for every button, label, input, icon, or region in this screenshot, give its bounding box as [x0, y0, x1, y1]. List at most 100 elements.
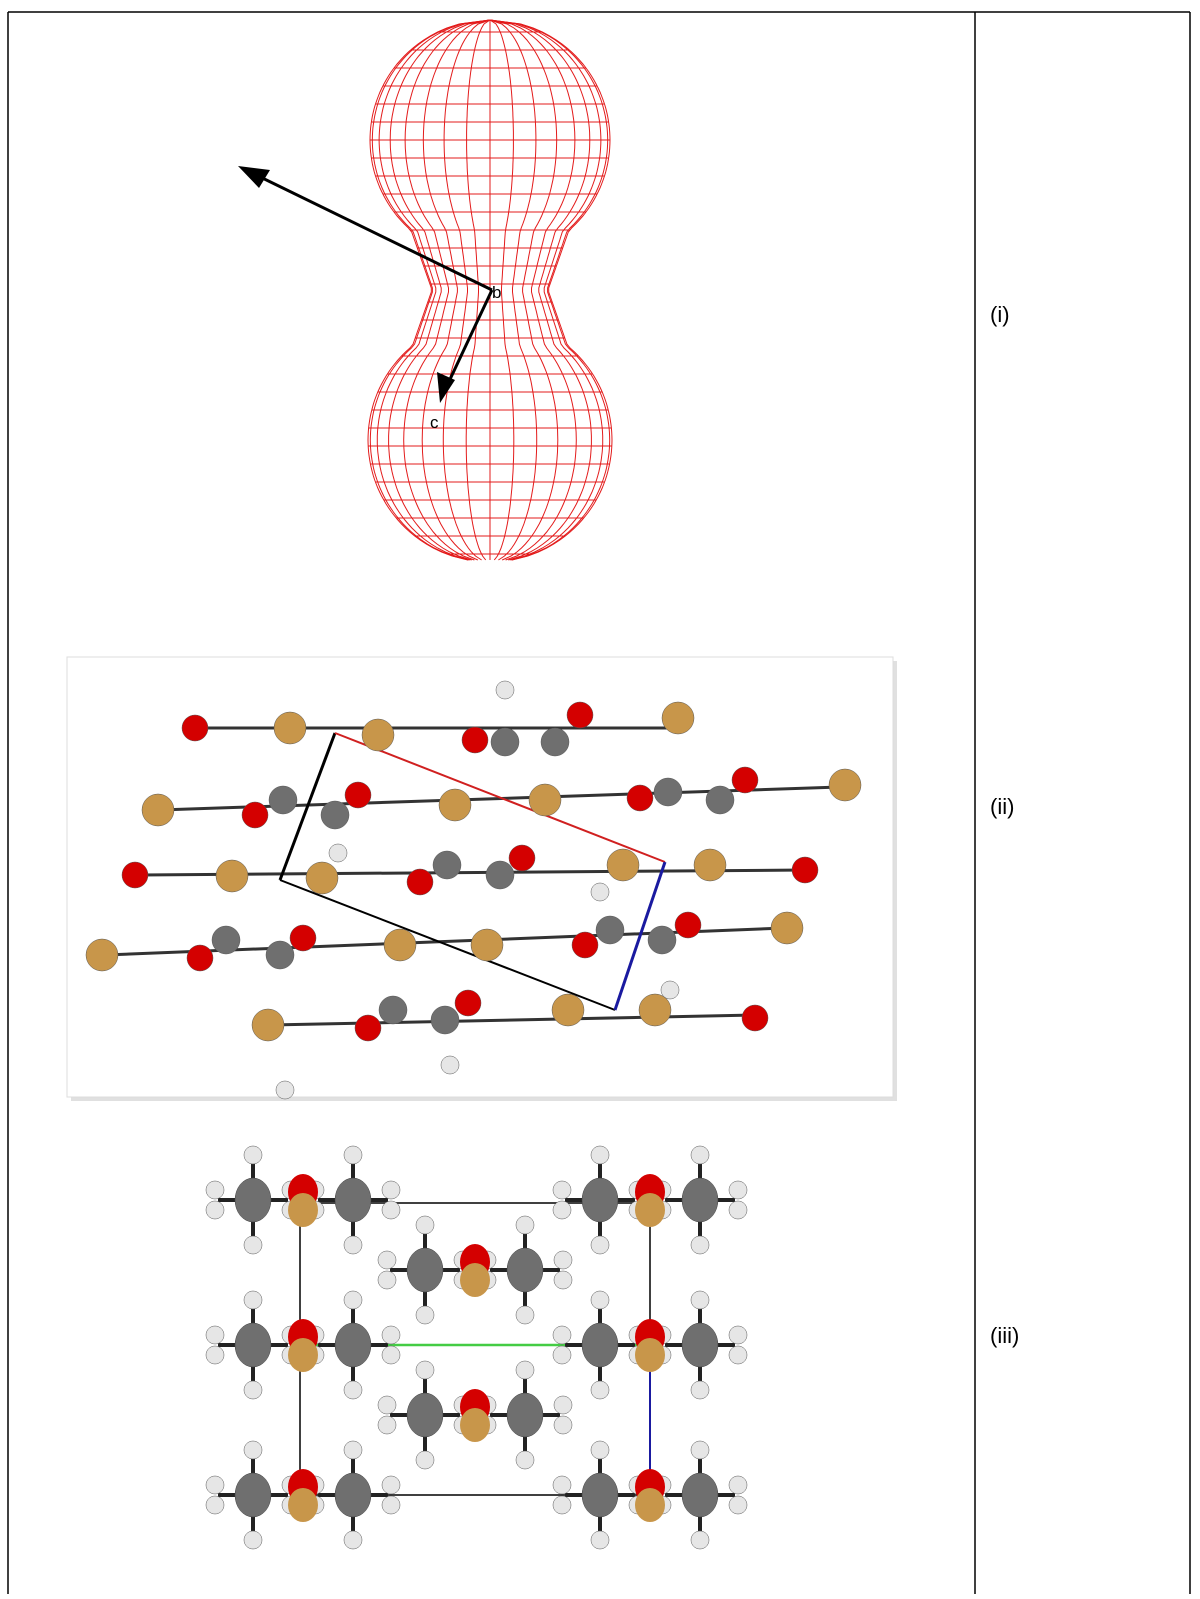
atom [382, 1201, 400, 1219]
atom [567, 702, 593, 728]
atom [771, 912, 803, 944]
atom [639, 994, 671, 1026]
panel-label: (iii) [990, 1323, 1019, 1348]
atom [706, 786, 734, 814]
atom [553, 1326, 571, 1344]
atom [407, 1393, 443, 1437]
axis-label: c [430, 413, 439, 432]
atom [507, 1248, 543, 1292]
atom [441, 1056, 459, 1074]
atom [206, 1496, 224, 1514]
atom [729, 1496, 747, 1514]
atom [290, 925, 316, 951]
atom [378, 1416, 396, 1434]
atom [344, 1236, 362, 1254]
atom [288, 1193, 318, 1227]
atom [355, 1015, 381, 1041]
atom [732, 767, 758, 793]
atom [694, 849, 726, 881]
atom [382, 1181, 400, 1199]
arrow-head [238, 166, 270, 188]
atom [691, 1236, 709, 1254]
atom [635, 1338, 665, 1372]
atom [554, 1396, 572, 1414]
atom [433, 851, 461, 879]
atom [516, 1306, 534, 1324]
atom [252, 1009, 284, 1041]
atom [416, 1451, 434, 1469]
atom [244, 1441, 262, 1459]
atom [344, 1381, 362, 1399]
mesh-line [466, 20, 490, 560]
atom [554, 1251, 572, 1269]
atom [509, 845, 535, 871]
atom [306, 862, 338, 894]
atom [416, 1361, 434, 1379]
atom [662, 702, 694, 734]
atom [486, 861, 514, 889]
atom [416, 1216, 434, 1234]
atom [691, 1531, 709, 1549]
figure-table: b c (i) (ii) (iii) [0, 0, 1200, 1594]
atom [455, 990, 481, 1016]
atom [344, 1531, 362, 1549]
atom [206, 1201, 224, 1219]
atom [682, 1323, 718, 1367]
atom [691, 1146, 709, 1164]
atom [407, 1248, 443, 1292]
atom [675, 912, 701, 938]
atom [235, 1473, 271, 1517]
atom [507, 1393, 543, 1437]
atom [591, 1381, 609, 1399]
atom [553, 1476, 571, 1494]
mesh-line [389, 20, 490, 560]
atom [582, 1323, 618, 1367]
atom [554, 1416, 572, 1434]
atom [416, 1306, 434, 1324]
atom [682, 1473, 718, 1517]
panel-i-image [238, 20, 612, 560]
atom [378, 1251, 396, 1269]
atom [553, 1346, 571, 1364]
atom [729, 1476, 747, 1494]
atom [729, 1201, 747, 1219]
atom [206, 1326, 224, 1344]
mesh-line [490, 20, 610, 560]
atom [182, 715, 208, 741]
atom [329, 844, 347, 862]
atom [582, 1178, 618, 1222]
atom [378, 1396, 396, 1414]
atom [382, 1326, 400, 1344]
atom [471, 929, 503, 961]
atom [274, 712, 306, 744]
atom [244, 1531, 262, 1549]
axis-label: b [492, 283, 501, 302]
atom [276, 1081, 294, 1099]
atom [591, 1441, 609, 1459]
atom [382, 1476, 400, 1494]
atom [431, 1006, 459, 1034]
atom [682, 1178, 718, 1222]
atom [288, 1338, 318, 1372]
atom [244, 1291, 262, 1309]
atom [206, 1181, 224, 1199]
atom [460, 1408, 490, 1442]
atom [552, 994, 584, 1026]
mesh-line [443, 20, 490, 560]
atom [344, 1291, 362, 1309]
page: b c (i) (ii) (iii) (() => { const data =… [0, 0, 1200, 1594]
atom [591, 883, 609, 901]
atom [122, 862, 148, 888]
atom [729, 1326, 747, 1344]
atom [288, 1488, 318, 1522]
atom [553, 1496, 571, 1514]
atom [553, 1181, 571, 1199]
atom [627, 785, 653, 811]
atom [216, 860, 248, 892]
atom [407, 869, 433, 895]
atom [529, 784, 561, 816]
panel-iii-image [206, 1146, 747, 1549]
atom [235, 1178, 271, 1222]
atom [635, 1488, 665, 1522]
mesh-line [370, 20, 490, 560]
